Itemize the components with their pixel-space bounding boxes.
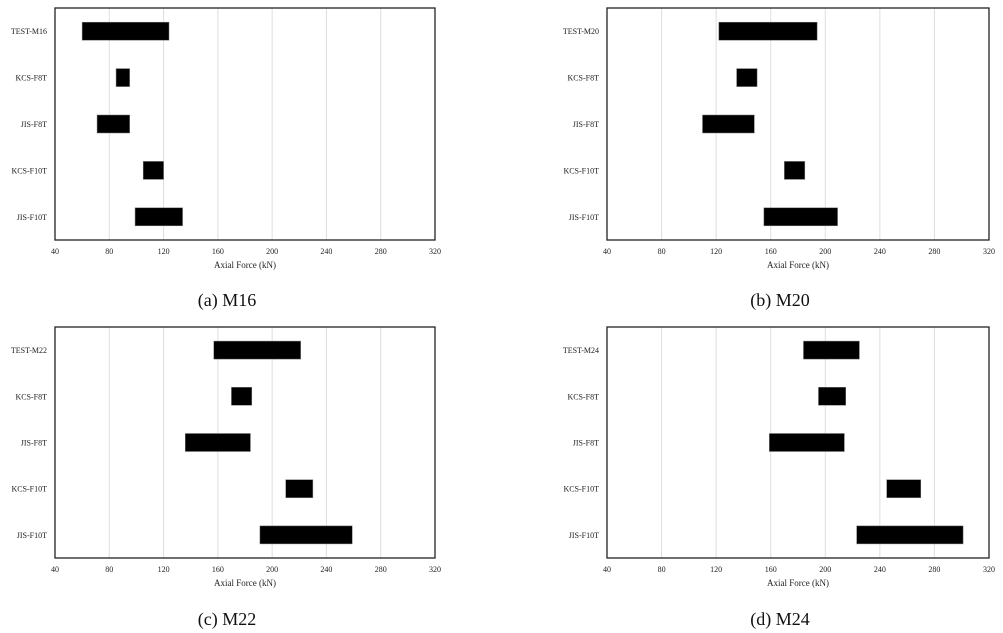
range-bar [134,207,183,227]
y-category-label: KCS-F10T [563,485,599,494]
y-category-label: TEST-M24 [563,346,599,355]
x-axis-label: Axial Force (kN) [767,260,829,270]
x-tick-label: 240 [874,247,886,256]
range-bar [702,114,755,134]
range-bar [81,21,170,41]
x-tick-label: 40 [51,565,59,574]
range-bar [736,68,758,87]
y-category-label: KCS-F10T [11,485,47,494]
range-bar [718,21,818,41]
y-category-label: JIS-F8T [21,439,47,448]
y-category-label: KCS-F10T [563,166,599,175]
x-tick-label: 280 [375,247,387,256]
x-axis-label: Axial Force (kN) [767,578,829,588]
range-bar [285,479,314,498]
range-bar [185,433,251,452]
range-bar [769,433,845,452]
x-tick-label: 80 [105,247,113,256]
x-tick-label: 240 [874,565,886,574]
x-tick-label: 160 [212,247,224,256]
chart-panel-3: 40 80 120 160 200 240 280 320 TEST-M22 KCS-F8T JIS… [11,326,441,630]
x-tick-label: 160 [212,565,224,574]
x-tick-label: 40 [51,247,59,256]
y-category-label: KCS-F8T [15,392,47,401]
y-category-label: KCS-F8T [567,392,599,401]
y-category-label: JIS-F10T [569,531,599,540]
range-bar [115,68,130,87]
x-tick-label: 160 [765,247,777,256]
x-tick-label: 320 [429,247,441,256]
x-tick-label: 120 [158,565,170,574]
x-tick-label: 80 [105,565,113,574]
range-bar [231,387,253,406]
x-tick-label: 200 [266,247,278,256]
plot-frame [606,7,990,241]
range-bar [763,207,838,227]
y-category-label: JIS-F10T [17,531,47,540]
plot-frame [606,326,990,559]
y-category-label: JIS-F8T [573,120,599,129]
range-bar [96,114,130,134]
x-tick-label: 320 [983,247,995,256]
chart-panel-4: 40 80 120 160 200 240 280 320 TEST-M24 KCS-F8T JIS… [563,326,995,630]
range-bar [142,161,164,180]
x-tick-label: 80 [658,565,666,574]
chart-caption: (a) M16 [198,290,256,311]
x-tick-label: 40 [603,565,611,574]
y-category-label: KCS-F8T [15,74,47,83]
y-category-label: TEST-M16 [11,27,47,36]
range-bar [259,525,353,545]
x-tick-label: 120 [710,247,722,256]
chart-panel-1: 40 80 120 160 200 240 280 320 TEST-M16 KCS-F8T JIS… [11,7,441,311]
x-axis-label: Axial Force (kN) [214,260,276,270]
x-tick-label: 200 [819,565,831,574]
x-tick-label: 120 [158,247,170,256]
chart-caption: (b) M20 [750,290,810,311]
chart-panel-2: 40 80 120 160 200 240 280 320 TEST-M20 KCS-F8T JIS… [563,7,995,311]
x-tick-label: 280 [928,565,940,574]
chart-caption: (c) M22 [198,609,256,630]
y-category-label: JIS-F10T [569,213,599,222]
y-category-label: JIS-F8T [21,120,47,129]
chart-caption: (d) M24 [750,609,810,630]
x-tick-label: 320 [429,565,441,574]
plot-frame [54,7,436,241]
x-tick-label: 200 [266,565,278,574]
y-category-label: JIS-F10T [17,213,47,222]
y-category-label: TEST-M22 [11,346,47,355]
x-tick-label: 40 [603,247,611,256]
x-tick-label: 80 [658,247,666,256]
x-tick-label: 240 [320,247,332,256]
y-category-label: TEST-M20 [563,27,599,36]
x-tick-label: 200 [819,247,831,256]
x-axis-label: Axial Force (kN) [214,578,276,588]
x-tick-label: 320 [983,565,995,574]
range-bar [886,479,922,498]
x-tick-label: 280 [375,565,387,574]
x-tick-label: 240 [320,565,332,574]
range-bar [803,340,860,360]
plot-frame [54,326,436,559]
range-bar [856,525,964,545]
x-tick-label: 120 [710,565,722,574]
x-tick-label: 280 [928,247,940,256]
y-category-label: KCS-F8T [567,74,599,83]
range-bar [213,340,301,360]
y-category-label: KCS-F10T [11,166,47,175]
range-bar [784,161,806,180]
y-category-label: JIS-F8T [573,439,599,448]
range-bar [818,387,847,406]
x-tick-label: 160 [765,565,777,574]
